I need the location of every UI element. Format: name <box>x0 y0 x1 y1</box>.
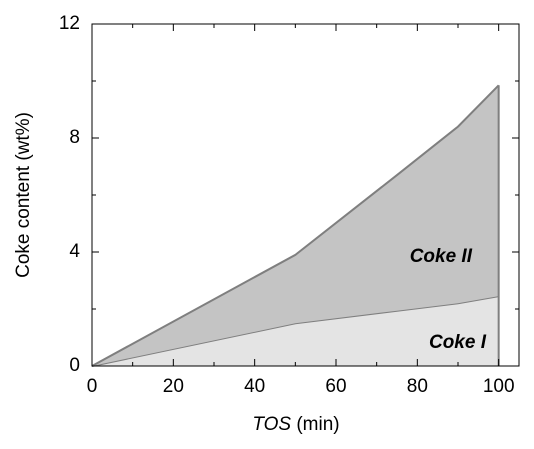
x-tick-label: 100 <box>483 376 515 397</box>
x-tick-label: 40 <box>244 376 265 397</box>
y-tick-label: 4 <box>69 241 80 262</box>
series-label: Coke I <box>429 332 487 353</box>
x-tick-label: 80 <box>407 376 428 397</box>
x-tick-label: 60 <box>325 376 346 397</box>
x-axis-label: TOS (min) <box>252 414 339 435</box>
x-tick-label: 0 <box>87 376 98 397</box>
x-axis-variable: TOS <box>252 414 291 435</box>
area-line <box>91 84 500 367</box>
x-axis-unit: (min) <box>296 414 339 435</box>
y-tick-label: 12 <box>59 13 80 34</box>
plot: 0 20 40 60 80 100 0 4 8 12 <box>59 13 520 397</box>
area <box>92 296 499 366</box>
x-tick-label: 20 <box>163 376 184 397</box>
y-tick-label: 0 <box>69 355 80 376</box>
y-tick-label: 8 <box>69 127 80 148</box>
area <box>92 85 499 367</box>
y-axis-label: Coke content (wt%) <box>13 112 34 278</box>
series-label: Coke II <box>410 246 473 267</box>
